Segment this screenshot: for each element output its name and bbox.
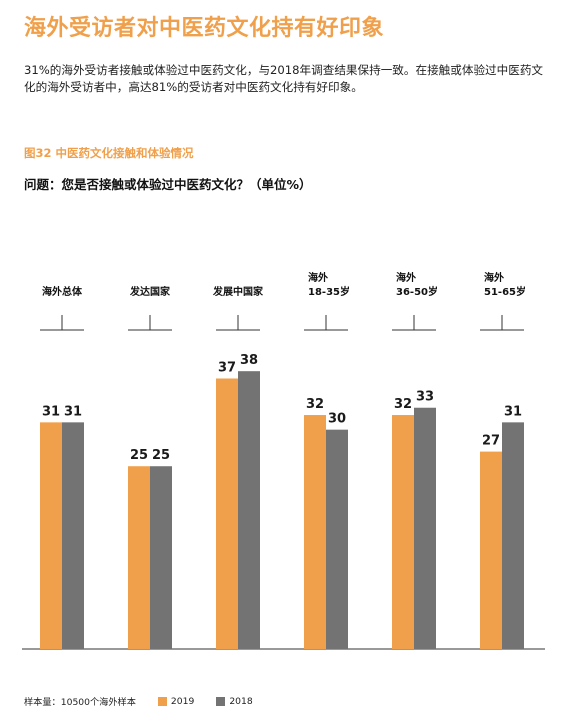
data-label-2019: 25 bbox=[130, 448, 148, 463]
data-label-2019: 27 bbox=[482, 434, 500, 449]
category-label: 海外 bbox=[396, 271, 416, 284]
bar-2018 bbox=[62, 422, 84, 649]
figure-title: 图32 中医药文化接触和体验情况 bbox=[24, 146, 194, 160]
category-label: 海外 bbox=[308, 271, 328, 284]
bar-2018 bbox=[414, 407, 436, 649]
legend-label-2019: 2019 bbox=[170, 695, 195, 707]
legend: 样本量：10500个海外样本 2019 2018 bbox=[24, 694, 253, 709]
legend-swatch-2019 bbox=[157, 696, 167, 706]
bar-2018 bbox=[326, 429, 348, 649]
bar-2019 bbox=[392, 415, 414, 649]
bar-2019 bbox=[128, 466, 150, 649]
data-label-2019: 37 bbox=[218, 360, 236, 375]
category-label: 18-35岁 bbox=[308, 285, 350, 298]
data-label-2019: 32 bbox=[306, 397, 324, 412]
data-label-2018: 31 bbox=[504, 404, 522, 419]
sample-note: 样本量：10500个海外样本 bbox=[24, 697, 136, 708]
data-label-2019: 31 bbox=[42, 404, 60, 419]
category-label: 发达国家 bbox=[129, 285, 171, 298]
page-title: 海外受访者对中医药文化持有好印象 bbox=[24, 16, 385, 41]
survey-question: 问题：您是否接触或体验过中医药文化？（单位%） bbox=[24, 177, 312, 192]
category-label: 发展中国家 bbox=[212, 285, 264, 298]
bar-2019 bbox=[480, 451, 502, 649]
bar-2019 bbox=[40, 422, 62, 649]
data-label-2018: 33 bbox=[416, 390, 434, 405]
category-label: 36-50岁 bbox=[396, 285, 438, 298]
data-label-2019: 32 bbox=[394, 397, 412, 412]
data-label-2018: 30 bbox=[328, 412, 346, 427]
legend-label-2018: 2018 bbox=[229, 695, 253, 707]
intro-paragraph: 31%的海外受访者接触或体验过中医药文化，与2018年调查结果保持一致。在接触或… bbox=[24, 63, 544, 94]
data-label-2018: 25 bbox=[152, 448, 170, 463]
bar-2019 bbox=[216, 378, 238, 649]
data-label-2018: 31 bbox=[64, 404, 82, 419]
bar-2018 bbox=[502, 422, 524, 649]
bar-2019 bbox=[304, 415, 326, 649]
category-label: 海外 bbox=[484, 271, 504, 284]
legend-item-2019: 2019 bbox=[157, 695, 195, 707]
bar-2018 bbox=[238, 371, 260, 649]
legend-swatch-2018 bbox=[216, 696, 226, 706]
category-label: 51-65岁 bbox=[484, 285, 526, 298]
legend-item-2018: 2018 bbox=[216, 695, 253, 707]
data-label-2018: 38 bbox=[240, 353, 258, 368]
category-label: 海外总体 bbox=[42, 285, 83, 298]
bar-2018 bbox=[150, 466, 172, 649]
